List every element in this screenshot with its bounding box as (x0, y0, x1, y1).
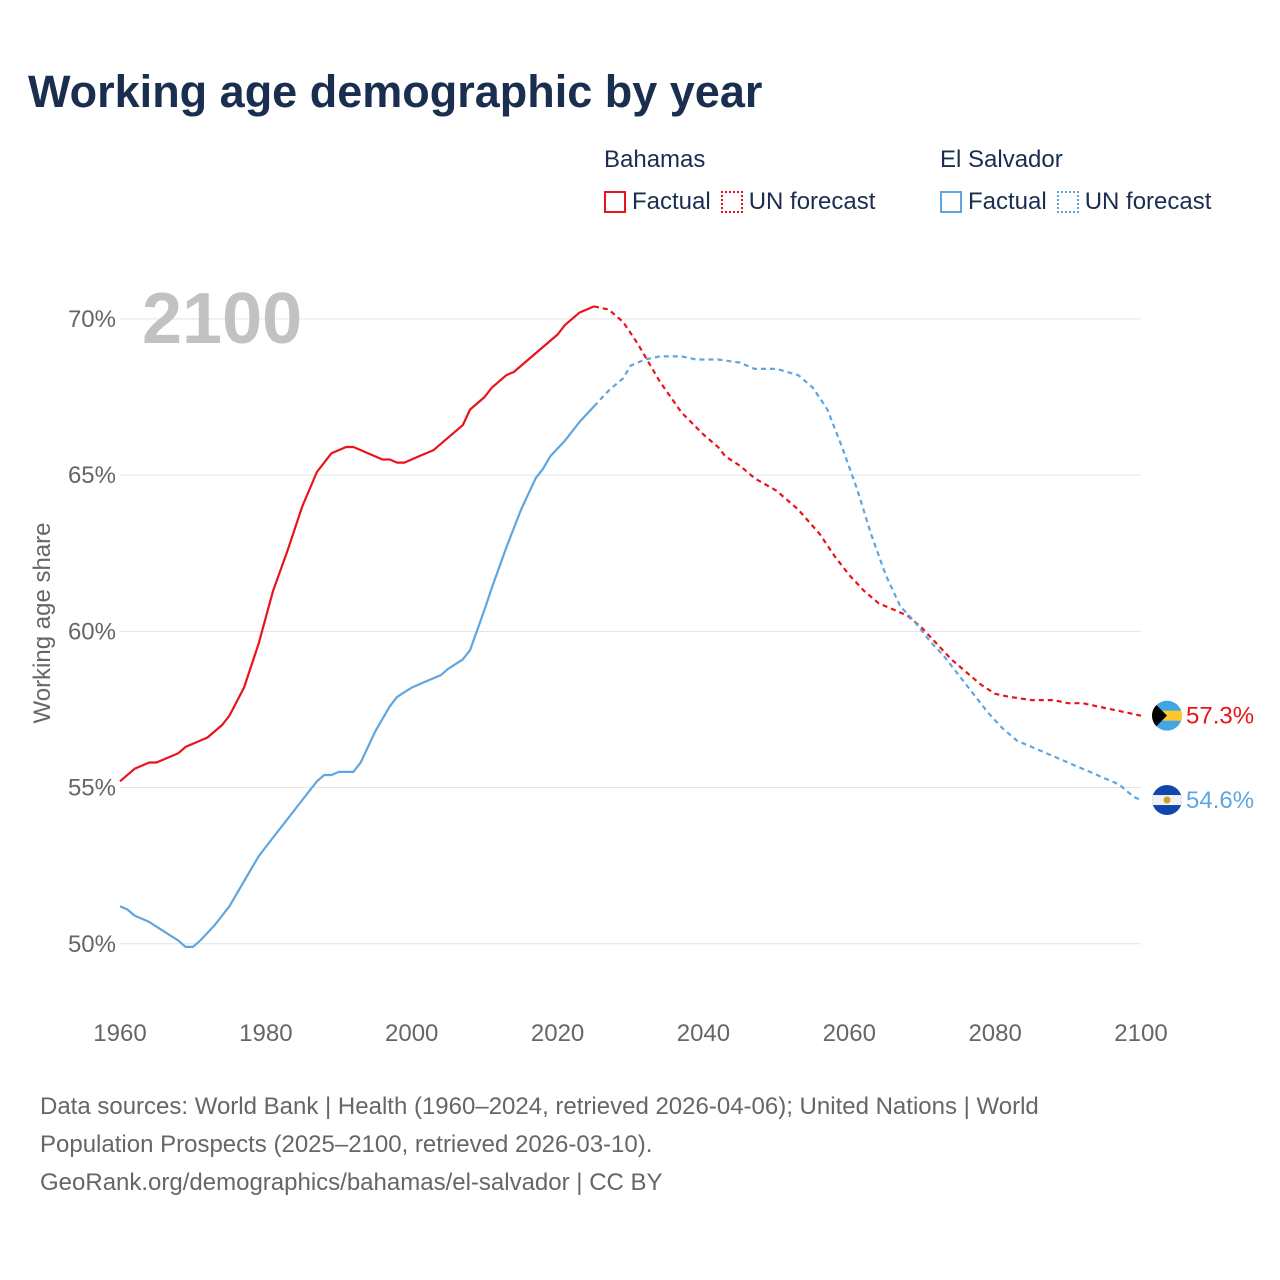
legend-group-name: Bahamas (604, 146, 706, 173)
legend-swatch-solid-icon (940, 191, 962, 213)
end-labels: 57.3% 54.6% (1152, 700, 1254, 816)
gridlines (120, 318, 1141, 945)
legend-item-forecast[interactable]: UN forecast (720, 188, 876, 216)
series-line-bahamas-factual[interactable] (119, 305, 595, 783)
data-source-footer: Data sources: World Bank | Health (1960–… (40, 1088, 1240, 1202)
x-tick-label: 2040 (677, 1020, 730, 1047)
chart-title: Working age demographic by year (28, 66, 763, 117)
x-axis: 1960 1980 2000 2020 2040 2060 2080 2100 (93, 1020, 1167, 1047)
y-axis-label: Working age share (29, 523, 56, 724)
el-salvador-flag-icon (1152, 785, 1182, 816)
y-tick-label: 70% (68, 306, 116, 333)
footer-line: GeoRank.org/demographics/bahamas/el-salv… (40, 1169, 663, 1196)
legend-item-forecast[interactable]: UN forecast (1056, 188, 1212, 216)
legend-group-name: El Salvador (940, 146, 1063, 173)
x-tick-label: 2060 (823, 1020, 876, 1047)
y-axis: 50% 55% 60% 65% 70% (68, 306, 116, 958)
legend-label: Factual (968, 188, 1047, 215)
x-tick-label: 1960 (93, 1020, 146, 1047)
legend-item-factual[interactable]: Factual (940, 188, 1047, 216)
legend-swatch-dotted-icon (1056, 191, 1079, 213)
flag-emblem (1163, 796, 1171, 804)
series-line-bahamas-forecast[interactable] (593, 305, 1142, 717)
legend-group-bahamas: Bahamas Factual UN forecast (604, 146, 885, 216)
bahamas-flag-icon (1152, 700, 1182, 731)
y-tick-label: 60% (68, 618, 116, 645)
series-line-el-salvador-factual[interactable] (119, 405, 595, 948)
year-watermark: 2100 (142, 279, 302, 359)
x-tick-label: 2080 (968, 1020, 1021, 1047)
y-tick-label: 65% (68, 462, 116, 489)
legend-label: UN forecast (1084, 188, 1212, 215)
y-tick-label: 50% (68, 931, 116, 958)
flag-body (1152, 700, 1182, 731)
end-value-label: 54.6% (1186, 787, 1254, 814)
footer-line: Population Prospects (2025–2100, retriev… (40, 1131, 653, 1158)
footer-line: Data sources: World Bank | Health (1960–… (40, 1093, 1039, 1120)
legend-swatch-solid-icon (604, 191, 626, 213)
end-value-label: 57.3% (1186, 703, 1254, 730)
flag-triangle (1152, 700, 1167, 731)
x-tick-label: 2020 (531, 1020, 584, 1047)
legend-group-el-salvador: El Salvador Factual UN forecast (940, 146, 1221, 216)
flag-body (1152, 785, 1182, 816)
series-line-el-salvador-forecast[interactable] (593, 355, 1142, 802)
legend-label: UN forecast (748, 188, 876, 215)
y-tick-label: 55% (68, 775, 116, 802)
legend-swatch-dotted-icon (720, 191, 743, 213)
x-tick-label: 1980 (239, 1020, 292, 1047)
x-tick-label: 2000 (385, 1020, 438, 1047)
legend-item-factual[interactable]: Factual (604, 188, 711, 216)
series-lines (119, 305, 1142, 948)
legend-label: Factual (632, 188, 711, 215)
x-tick-label: 2100 (1114, 1020, 1167, 1047)
